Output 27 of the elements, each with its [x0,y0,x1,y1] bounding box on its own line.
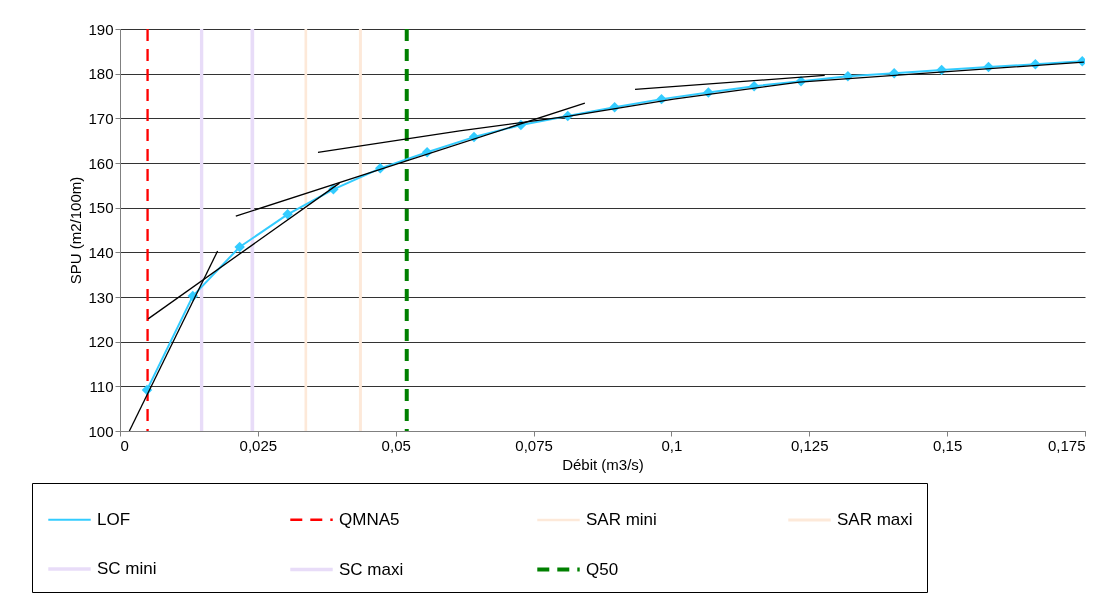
legend-label: SAR mini [586,510,657,529]
legend-label: Q50 [586,559,619,579]
x-tick-label: 0 [120,436,129,454]
y-tick-label: 180 [88,65,114,83]
x-tick-label: 0,1 [661,436,683,454]
x-tick-label: 0,05 [381,436,411,454]
y-tick-label: 110 [89,377,114,395]
y-tick-label: 150 [88,199,114,217]
x-tick-label: 0,175 [1047,436,1086,454]
y-tick-label: 130 [88,288,114,306]
x-tick-label: 0,025 [239,436,278,454]
x-tick-label: 0,15 [933,436,963,454]
x-tick-label: 0,075 [515,436,553,454]
legend-label: QMNA5 [339,509,400,529]
y-tick-label: 190 [88,20,114,38]
legend-label: SAR maxi [837,510,913,529]
y-tick-label: 100 [88,422,114,440]
y-tick-label: 140 [88,243,114,261]
x-axis-title: Débit (m3/s) [562,455,644,473]
y-tick-label: 120 [88,333,114,351]
y-tick-label: 170 [88,109,114,127]
x-tick-label: 0,125 [791,436,829,454]
legend-label: SC maxi [339,559,404,579]
y-tick-label: 160 [88,154,114,172]
legend-label: LOF [97,509,131,529]
legend-label: SC mini [97,559,157,578]
y-axis-title: SPU (m2/100m) [67,176,85,285]
